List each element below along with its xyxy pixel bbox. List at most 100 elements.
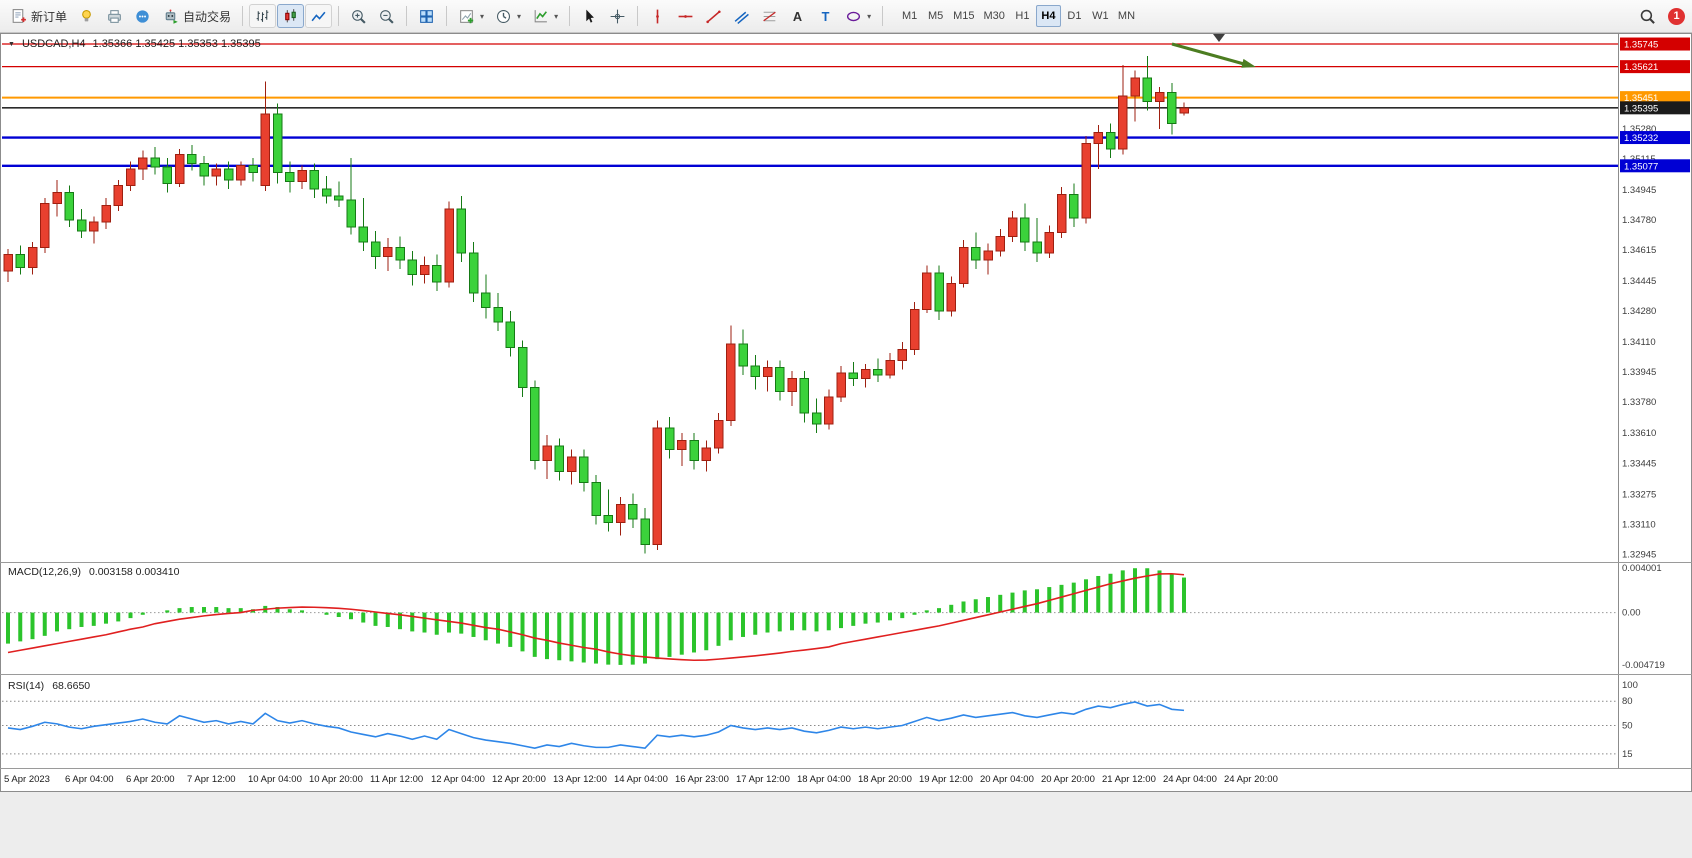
timeframe-button-d1[interactable]: D1: [1062, 5, 1087, 27]
timeframe-toolbar: M1 M5 M15 M30 H1 H4 D1 W1 MN: [897, 5, 1139, 27]
text-button[interactable]: A: [784, 4, 811, 28]
chart-symbol-period: USDCAD,H4: [21, 38, 86, 50]
trend-arrow-annotation[interactable]: [1171, 42, 1256, 68]
timeframe-button-m5[interactable]: M5: [923, 5, 948, 27]
time-axis-label: 16 Apr 23:00: [675, 774, 729, 785]
bars-chart-button[interactable]: [249, 4, 277, 28]
time-axis-label: 20 Apr 20:00: [1041, 774, 1095, 785]
price-axis-label: 1.33945: [1622, 367, 1656, 378]
crosshair-button[interactable]: [604, 4, 631, 28]
printer-icon: [108, 9, 121, 23]
lightbulb-button[interactable]: [73, 4, 100, 28]
channel-button[interactable]: [728, 4, 755, 28]
toolbar-separator: [242, 6, 244, 26]
price-axis-label: 1.32945: [1622, 549, 1656, 560]
price-tag: [1620, 131, 1690, 145]
tile-windows-button[interactable]: [413, 4, 440, 28]
rsi-axis-label: 50: [1622, 721, 1633, 732]
fibonacci-icon: [763, 11, 776, 21]
new-order-icon: [12, 8, 26, 23]
workspace-background: [0, 792, 1692, 858]
shapes-dropdown-button[interactable]: ▾: [840, 4, 876, 28]
time-axis-label: 18 Apr 04:00: [797, 774, 851, 785]
algo-trading-button[interactable]: 自动交易: [157, 4, 236, 28]
price-axis-label: 1.34945: [1622, 185, 1656, 196]
chart-ohlc-values: 1.35366 1.35425 1.35353 1.35395: [92, 38, 261, 50]
rsi-panel: 100 80 50 15: [2, 680, 1638, 760]
candles-series: [3, 55, 1189, 554]
new-order-button[interactable]: 新订单: [5, 4, 72, 28]
horizontal-level-lines[interactable]: [2, 43, 1618, 167]
time-axis-label: 12 Apr 04:00: [431, 774, 485, 785]
timeframe-button-h1[interactable]: H1: [1010, 5, 1035, 27]
toolbar-separator: [569, 6, 571, 26]
support-chat-button[interactable]: [129, 4, 156, 28]
time-axis[interactable]: 5 Apr 2023 6 Apr 04:00 6 Apr 20:00 7 Apr 12…: [4, 774, 1278, 785]
search-icon: [1640, 9, 1655, 24]
chat-icon: [136, 9, 149, 23]
timeframe-button-mn[interactable]: MN: [1114, 5, 1139, 27]
new-chart-button[interactable]: ▾: [453, 4, 489, 28]
macd-values: 0.003158 0.003410: [88, 566, 180, 578]
label-button[interactable]: T: [812, 4, 839, 28]
tile-windows-icon: [420, 9, 433, 23]
time-axis-label: 24 Apr 20:00: [1224, 774, 1278, 785]
chart-shift-marker[interactable]: [1213, 34, 1225, 42]
clock-icon: [497, 9, 511, 23]
chart-canvas[interactable]: 1.352801.351151.349451.347801.346151.344…: [0, 33, 1692, 792]
time-axis-label: 11 Apr 12:00: [370, 774, 423, 785]
toolbar-separator: [338, 6, 340, 26]
price-axis-label: 1.33780: [1622, 397, 1656, 408]
price-axis-label: 1.33275: [1622, 489, 1656, 500]
vertical-line-button[interactable]: [644, 4, 671, 28]
timeframe-button-w1[interactable]: W1: [1088, 5, 1113, 27]
zoom-in-button[interactable]: [345, 4, 372, 28]
search-button[interactable]: [1634, 4, 1661, 28]
time-axis-label: 17 Apr 12:00: [736, 774, 790, 785]
price-tag: [1620, 37, 1690, 51]
fibonacci-button[interactable]: [756, 4, 783, 28]
zoom-in-icon: [352, 9, 366, 24]
toolbar-separator: [446, 6, 448, 26]
line-chart-button[interactable]: [305, 4, 333, 28]
price-axis[interactable]: 1.352801.351151.349451.347801.346151.344…: [1622, 124, 1656, 561]
vertical-line-icon: [656, 9, 659, 23]
rsi-label: RSI(14) 68.6650: [8, 680, 90, 692]
line-chart-icon: [311, 11, 326, 21]
rsi-line: [7, 701, 1185, 750]
timeframe-button-h4[interactable]: H4: [1035, 5, 1061, 27]
horizontal-line-button[interactable]: [672, 4, 699, 28]
rsi-axis-label: 15: [1622, 749, 1633, 760]
macd-axis-label: -0.004719: [1622, 660, 1665, 671]
svg-text:A: A: [793, 8, 802, 23]
zoom-out-icon: [380, 9, 394, 24]
macd-label: MACD(12,26,9) 0.003158 0.003410: [8, 566, 179, 578]
price-axis-label: 1.34280: [1622, 306, 1656, 317]
rsi-axis-label: 80: [1622, 696, 1633, 707]
trendline-button[interactable]: [700, 4, 727, 28]
rsi-name: RSI(14): [8, 680, 45, 692]
price-axis-label: 1.34615: [1622, 245, 1656, 256]
timeframe-button-m1[interactable]: M1: [897, 5, 922, 27]
notification-badge[interactable]: 1: [1668, 7, 1685, 25]
price-axis-label: 1.35280: [1622, 124, 1656, 135]
price-tag-label: 1.35395: [1624, 103, 1658, 114]
macd-name: MACD(12,26,9): [8, 566, 81, 578]
price-axis-label: 1.33110: [1622, 519, 1656, 530]
cursor-button[interactable]: [576, 4, 603, 28]
indicators-button[interactable]: ▾: [527, 4, 563, 28]
zoom-out-button[interactable]: [373, 4, 400, 28]
candlestick-chart-button[interactable]: [277, 4, 305, 28]
print-button[interactable]: [101, 4, 128, 28]
timeframe-button-m30[interactable]: M30: [980, 5, 1009, 27]
clock-dropdown-button[interactable]: ▾: [490, 4, 526, 28]
lightbulb-icon: [82, 9, 91, 21]
price-tag-label: 1.35621: [1624, 62, 1658, 73]
rsi-value: 68.6650: [52, 680, 91, 692]
timeframe-button-m15[interactable]: M15: [949, 5, 978, 27]
one-click-trading-toggle[interactable]: ▼: [8, 40, 15, 48]
chevron-down-icon: ▾: [480, 11, 485, 21]
price-axis-label: 1.34110: [1622, 337, 1656, 348]
chart-header: ▼ USDCAD,H4 1.35366 1.35425 1.35353 1.35…: [8, 38, 261, 50]
